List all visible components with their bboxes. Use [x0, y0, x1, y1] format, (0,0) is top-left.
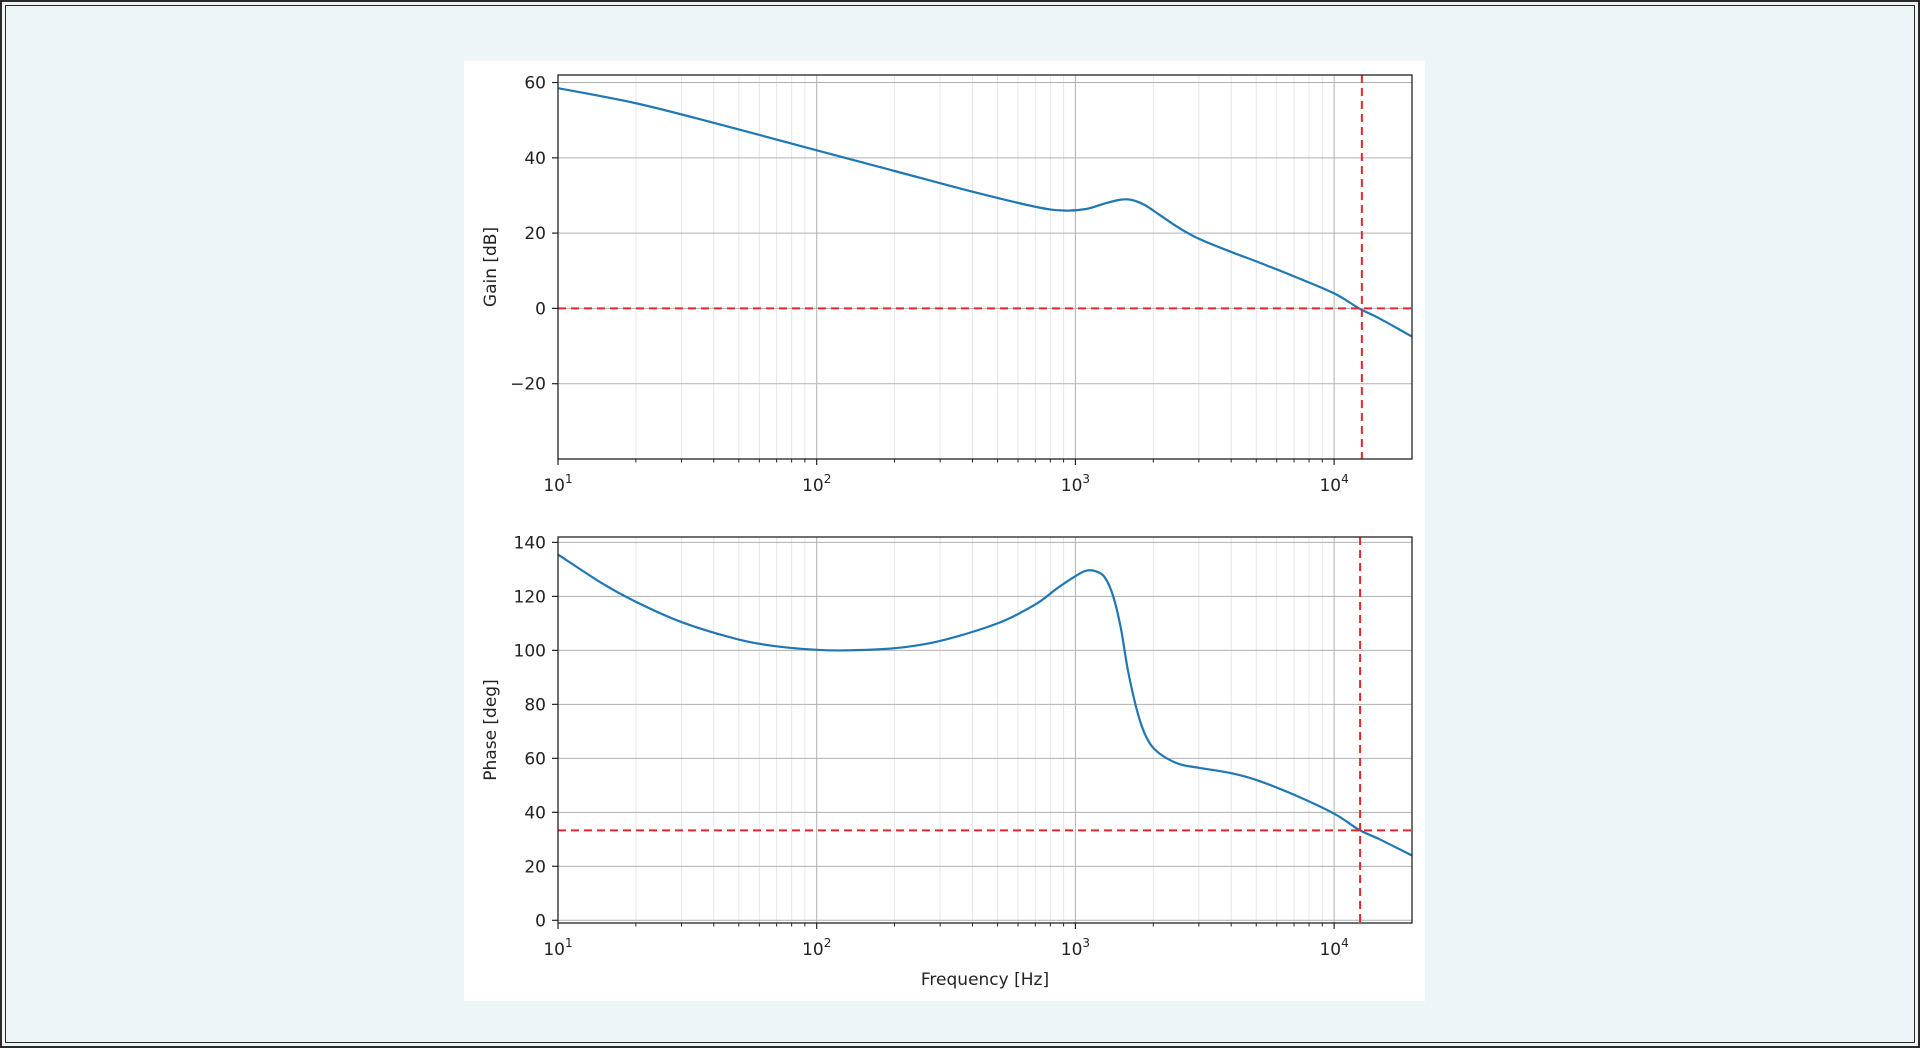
phase-x-tick-exponent: 2: [824, 936, 832, 950]
gain-x-tick-base: 10: [802, 476, 824, 496]
phase-x-tick-exponent: 1: [565, 936, 573, 950]
gain-x-tick-exponent: 3: [1082, 472, 1090, 486]
phase-x-tick-base: 10: [1319, 940, 1341, 960]
phase-series-line: [558, 553, 1412, 857]
phase-y-tick-label: 120: [514, 587, 546, 607]
phase-y-tick-label: 100: [514, 641, 546, 661]
gain-axes-frame: [557, 74, 1413, 460]
phase-x-tick-exponent: 3: [1082, 936, 1090, 950]
phase-y-tick-label: 20: [524, 857, 546, 877]
phase-x-axis-label: Frequency [Hz]: [921, 970, 1049, 990]
phase-x-tick-label: 103: [1061, 936, 1090, 960]
gain-x-tick-exponent: 2: [824, 472, 832, 486]
gain-x-tick-label: 104: [1319, 472, 1348, 496]
phase-x-tick-base: 10: [1061, 940, 1083, 960]
phase-x-tick-base: 10: [543, 940, 565, 960]
gain-series-line: [558, 87, 1412, 338]
gain-x-tick-label: 103: [1061, 472, 1090, 496]
gain-x-tick-exponent: 4: [1341, 472, 1349, 486]
phase-y-tick-label: 60: [524, 749, 546, 769]
gain-y-tick-label: 60: [524, 74, 546, 94]
gain-y-axis-label: Gain [dB]: [481, 227, 501, 307]
phase-y-tick-label: 40: [524, 803, 546, 823]
gain-x-tick-exponent: 1: [565, 472, 573, 486]
gain-x-tick-label: 102: [802, 472, 831, 496]
gain-x-tick-base: 10: [1061, 476, 1083, 496]
gain-y-tick-label: 40: [524, 149, 546, 169]
frame-inner-border: [5, 5, 1915, 1043]
phase-axes-frame: [557, 536, 1413, 924]
gain-y-tick-label: 20: [524, 224, 546, 244]
phase-x-tick-label: 102: [802, 936, 831, 960]
phase-y-tick-label: 140: [514, 533, 546, 553]
phase-y-tick-label: 80: [524, 695, 546, 715]
gain-x-tick-label: 101: [543, 472, 572, 496]
phase-x-tick-label: 104: [1319, 936, 1348, 960]
gain-x-tick-base: 10: [543, 476, 565, 496]
phase-x-tick-exponent: 4: [1341, 936, 1349, 950]
gain-x-tick-base: 10: [1319, 476, 1341, 496]
phase-x-tick-label: 101: [543, 936, 572, 960]
gain-y-tick-label: 0: [535, 299, 546, 319]
phase-x-tick-base: 10: [802, 940, 824, 960]
figure: 101 102 103 104 60 40 20 0 −20 Gain [dB] 101 102 10…: [464, 61, 1425, 1001]
phase-y-tick-label: 0: [535, 911, 546, 931]
gain-y-tick-label: −20: [510, 375, 546, 395]
phase-y-axis-label: Phase [deg]: [481, 679, 501, 780]
